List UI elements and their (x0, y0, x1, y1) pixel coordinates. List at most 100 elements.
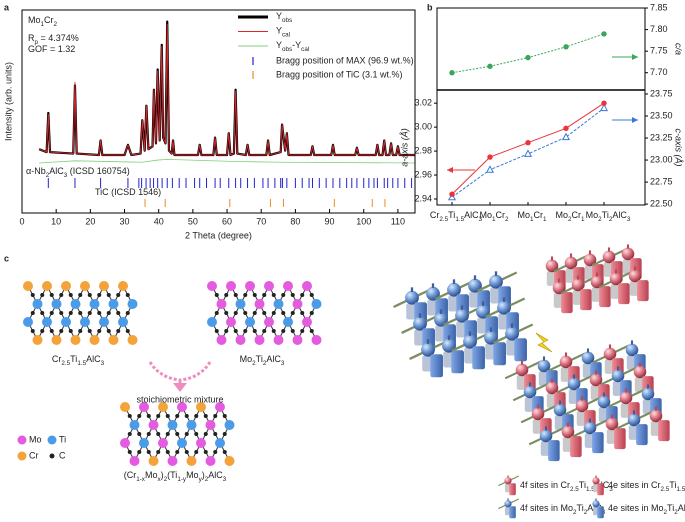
text-run: Cr (430, 210, 440, 220)
metal-atom (23, 317, 33, 327)
subscript: 1.5 (77, 360, 86, 367)
metal-atom (139, 402, 149, 412)
subscript: 1 (492, 216, 496, 223)
carbon-atom (146, 414, 151, 418)
carbon-atom (252, 329, 257, 333)
carbon-atom (116, 293, 121, 297)
metal-atom (80, 317, 90, 327)
x-tick-label: Mo1Cr1 (517, 210, 547, 223)
carbon-atom (184, 432, 189, 436)
metal-atom (99, 317, 109, 327)
head (405, 290, 419, 305)
legend-label: Ycal (276, 26, 290, 39)
helmet-spike (595, 272, 599, 277)
subscript: cal (301, 46, 309, 53)
axis-arrow-head (447, 167, 453, 173)
lightning (535, 332, 553, 353)
x-tick-label: Mo2Cr1 (555, 210, 585, 223)
text-run: AlC (49, 166, 64, 176)
subscript: 2 (263, 360, 267, 367)
head (552, 281, 566, 295)
helmet-spike (633, 266, 637, 271)
carbon-atom (184, 414, 189, 418)
metal-atom (245, 281, 255, 291)
helmet-spike (580, 396, 584, 401)
carbon-atom (203, 414, 208, 418)
subscript: 1.5 (455, 216, 464, 223)
site-figure (592, 475, 604, 496)
helmet-spike (566, 422, 570, 427)
y-axis-label: a-axis (Å) (399, 128, 409, 167)
shield (430, 354, 443, 378)
carbon-atom (184, 450, 189, 454)
metal-atom (158, 402, 168, 412)
head (583, 253, 597, 267)
head (447, 282, 461, 297)
y-tick-label: 22.50 (650, 198, 673, 208)
head (442, 338, 456, 353)
atom-legend-swatch (17, 451, 27, 461)
carbon-atom (222, 450, 227, 454)
legend-label: Bragg position of MAX (96.9 wt.%) (276, 55, 414, 65)
carbon-atom (262, 329, 267, 333)
site-legend-label: 4e sites in Cr2.5Ti1.5AlC3 (608, 480, 685, 493)
text-run: Mo (586, 210, 599, 220)
lattice (23, 281, 138, 345)
legend-label: Bragg position of TiC (3.1 wt.%) (276, 69, 403, 79)
data-point (601, 31, 607, 37)
metal-atom (89, 335, 100, 345)
site-figure (605, 414, 626, 450)
text-run: Ti (70, 354, 77, 364)
metal-atom (99, 281, 109, 291)
carbon-atom (127, 450, 132, 454)
carbon-atom (68, 311, 73, 315)
head (605, 417, 619, 431)
shield (561, 292, 573, 314)
metal-atom (264, 317, 274, 327)
helmet-spike (588, 250, 592, 255)
x-tick-label: 0 (19, 216, 24, 226)
carbon-atom (137, 450, 142, 454)
x-tick-label: 110 (391, 216, 405, 226)
carbon-atom (125, 311, 130, 315)
atom-legend-swatch (49, 453, 55, 459)
head (421, 342, 435, 357)
text-run: Cr (52, 354, 62, 364)
site-legend-label: 4e sites in Mo2Ti2AlC3 (608, 503, 685, 516)
subscript: p (35, 39, 39, 46)
lattice-label: Cr2.5Ti1.5AlC3 (52, 354, 105, 367)
metal-atom (70, 335, 81, 345)
sample-label: Mo1Cr2 (28, 15, 58, 28)
subscript: 3 (609, 486, 613, 493)
carbon-atom (87, 329, 92, 333)
head (621, 247, 635, 261)
text-run: Ti (669, 480, 676, 490)
head (553, 403, 567, 417)
carbon-atom (281, 293, 286, 297)
subscript: 2 (664, 509, 668, 516)
site-figure (616, 410, 654, 446)
head (545, 259, 559, 273)
carbon-atom (59, 293, 64, 297)
carbon-atom (262, 293, 267, 297)
data-point (563, 44, 569, 50)
carbon-atom (243, 293, 248, 297)
head (515, 363, 529, 377)
data-point (601, 100, 607, 106)
carbon-atom (87, 293, 92, 297)
y-tick-label: 23.00 (650, 154, 673, 164)
carbon-atom (203, 432, 208, 436)
metal-atom (215, 438, 225, 448)
helmet-spike (608, 344, 612, 349)
carbon-atom (290, 329, 295, 333)
data-point (485, 165, 495, 173)
helmet-spike (607, 247, 611, 252)
head (609, 272, 623, 286)
carbon-atom (30, 329, 35, 333)
metal-atom (120, 402, 130, 412)
atom-legend-label: Mo (29, 434, 42, 444)
x-tick-label: 90 (325, 216, 335, 226)
helmet-spike (572, 374, 576, 379)
head (619, 391, 633, 405)
